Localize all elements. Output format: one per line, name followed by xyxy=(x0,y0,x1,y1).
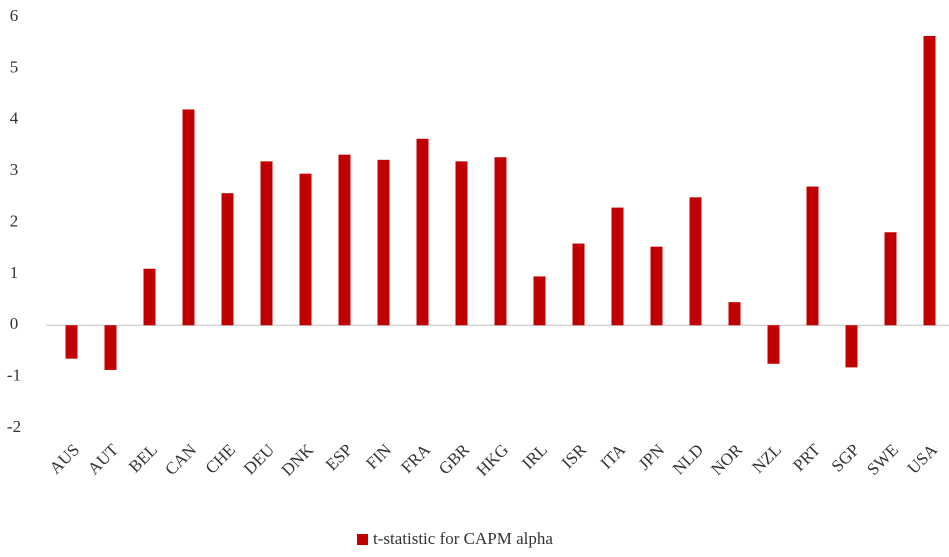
x-tick-label: NOR xyxy=(707,440,746,479)
bar xyxy=(689,197,702,326)
x-tick-label: ITA xyxy=(597,440,630,473)
y-tick-label: 5 xyxy=(10,57,19,76)
x-tick-label: JPN xyxy=(635,440,668,473)
x-tick-label: DEU xyxy=(240,440,278,478)
bar xyxy=(572,243,585,326)
bar xyxy=(455,161,468,326)
bar xyxy=(104,325,117,370)
bar xyxy=(806,186,819,326)
y-tick-label: -2 xyxy=(7,417,21,436)
y-tick-label: 4 xyxy=(10,109,19,128)
y-tick-label: 3 xyxy=(10,160,19,179)
x-tick-label: SWE xyxy=(863,440,902,479)
x-tick-label: CHE xyxy=(202,440,239,477)
x-tick-label: GBR xyxy=(435,440,474,479)
bar xyxy=(767,325,780,364)
x-tick-label: AUS xyxy=(46,440,83,477)
bar xyxy=(611,207,624,326)
x-tick-label: IRL xyxy=(518,440,551,473)
x-tick-label: USA xyxy=(904,440,942,478)
x-tick-label: SGP xyxy=(828,440,863,475)
x-tick-label: PRT xyxy=(789,440,824,475)
bar xyxy=(338,154,351,326)
bar xyxy=(650,246,663,326)
bar xyxy=(143,268,156,326)
x-tick-label: NLD xyxy=(669,440,707,478)
legend-label: t-statistic for CAPM alpha xyxy=(373,529,553,548)
y-tick-label: 2 xyxy=(10,211,19,230)
x-tick-label: DNK xyxy=(278,440,318,480)
bar xyxy=(221,193,234,326)
bar xyxy=(533,276,546,326)
x-tick-label: HKG xyxy=(473,440,512,479)
x-tick-label: CAN xyxy=(161,440,200,479)
bar xyxy=(884,232,897,326)
x-tick-label: ESP xyxy=(322,440,356,474)
x-tick-label: NZL xyxy=(748,440,785,477)
bar xyxy=(845,325,858,368)
bar xyxy=(260,161,273,326)
bar xyxy=(923,36,936,326)
bar xyxy=(728,302,741,326)
x-tick-label: BEL xyxy=(125,440,161,476)
x-tick-label: FIN xyxy=(362,440,395,473)
y-tick-label: 6 xyxy=(10,6,19,25)
legend-swatch xyxy=(357,534,368,545)
x-tick-label: ISR xyxy=(558,440,591,473)
bar xyxy=(182,109,195,326)
bar xyxy=(494,157,507,326)
bar xyxy=(65,325,78,359)
bar xyxy=(299,173,312,326)
bar xyxy=(416,138,429,326)
x-tick-label: AUT xyxy=(84,440,123,479)
y-tick-label: 0 xyxy=(10,314,19,333)
y-tick-label: -1 xyxy=(7,366,21,385)
y-tick-label: 1 xyxy=(10,263,19,282)
x-tick-label: FRA xyxy=(397,440,434,477)
bar xyxy=(377,159,390,326)
